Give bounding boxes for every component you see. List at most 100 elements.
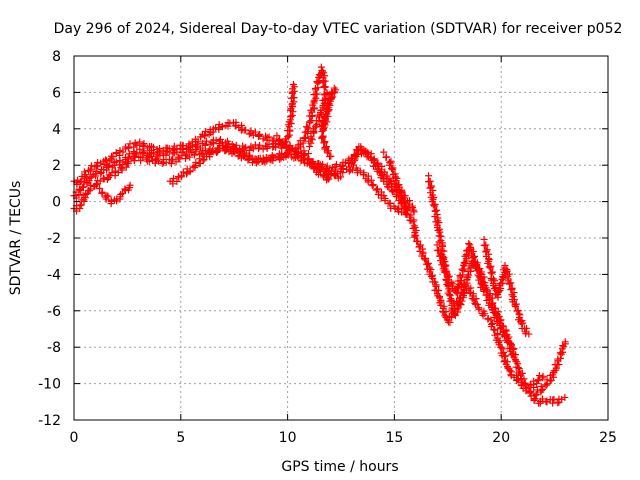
data-point [282,138,290,146]
y-tick-label: -6 [47,304,61,320]
data-point [357,143,365,151]
data-point [139,153,147,161]
data-point [561,393,569,401]
data-point [434,246,442,254]
data-point [308,159,316,167]
data-point [505,270,513,278]
data-point [530,396,538,404]
data-point [232,144,240,152]
data-point [155,157,163,165]
data-point [98,188,106,196]
data-point [96,184,104,192]
data-point [82,191,90,199]
data-point [304,123,312,131]
data-point [453,305,461,313]
data-point [391,173,399,181]
data-point [321,138,329,146]
data-point [289,85,297,93]
data-point [237,148,245,156]
data-point [209,148,217,156]
grid-lines [74,56,608,420]
data-point [380,148,388,156]
data-point [429,201,437,209]
series-track-h [318,84,340,160]
data-point [201,132,209,140]
data-point [86,174,94,182]
data-point [445,291,453,299]
series-track-c [70,143,333,215]
series-track-g [294,63,331,151]
data-point [367,154,375,162]
data-point [294,152,302,160]
data-point [493,291,501,299]
data-point [79,183,87,191]
data-point [350,151,358,159]
data-point [387,159,395,167]
data-point [525,330,533,338]
y-tick-label: 4 [52,122,61,138]
data-point [284,151,292,159]
data-point [323,143,331,151]
data-point [256,130,264,138]
data-point [435,286,443,294]
data-point [287,105,295,113]
data-point [125,150,133,158]
data-point [327,171,335,179]
data-point [202,137,210,145]
data-point [305,155,313,163]
data-point [364,150,372,158]
data-point [440,302,448,310]
data-point [450,310,458,318]
data-point [313,90,321,98]
data-point [311,96,319,104]
y-tick-label: 2 [52,158,61,174]
chart-title: Day 296 of 2024, Sidereal Day-to-day VTE… [54,21,623,37]
data-point [140,140,148,148]
data-point [82,171,90,179]
data-point [413,237,421,245]
data-point [384,200,392,208]
data-point [107,200,115,208]
series-track-o [480,235,533,338]
data-point [285,118,293,126]
data-point [323,147,331,155]
data-point [561,340,569,348]
data-point [315,160,323,168]
data-point [186,167,194,175]
data-point [436,232,444,240]
data-point [475,305,483,313]
data-point [549,371,557,379]
data-point [280,153,288,161]
data-point [104,161,112,169]
data-point [514,375,522,383]
data-point [496,325,504,333]
data-point [317,106,325,114]
y-tick-label: -4 [47,267,61,283]
data-point [265,140,273,148]
data-point [466,246,474,254]
data-point [305,142,313,150]
data-point [514,376,522,384]
data-point [455,282,463,290]
data-points [70,63,569,407]
data-point [314,111,322,119]
data-point [360,171,368,179]
data-point [500,326,508,334]
y-tick-label: -8 [47,340,61,356]
data-point [539,385,547,393]
data-point [125,184,133,192]
data-point [156,151,164,159]
data-point [495,321,503,329]
data-point [513,358,521,366]
y-tick-label: -12 [38,413,61,429]
x-tick-label: 5 [176,430,185,446]
data-point [87,181,95,189]
data-point [421,256,429,264]
data-point [276,135,284,143]
data-point [283,150,291,158]
series-track-b [70,135,312,202]
data-point [555,361,563,369]
data-point [103,166,111,174]
data-point [554,399,562,407]
data-point [425,172,433,180]
